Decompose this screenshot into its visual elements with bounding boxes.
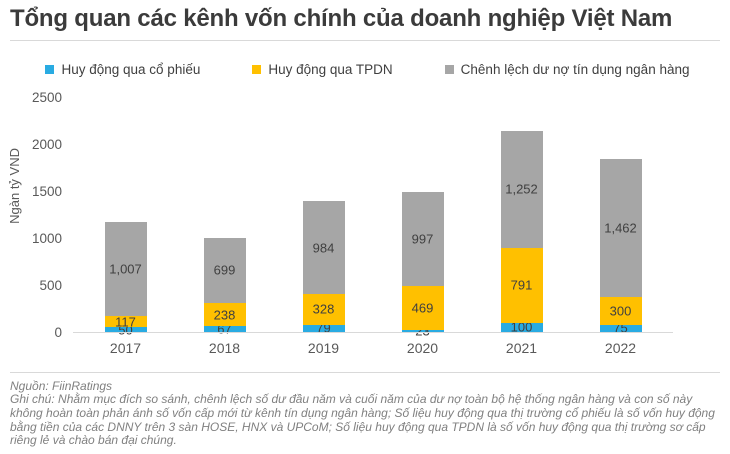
bar-segment-label: 238 [213, 307, 236, 323]
stacked-bar: 67 238 699 [203, 237, 246, 335]
bar-segment: 469 [401, 285, 444, 330]
y-tick-label: 2500 [31, 89, 62, 105]
y-axis: 0 500 1000 1500 2000 2500 [0, 90, 62, 338]
stacked-bar: 50 117 1,007 [104, 221, 147, 336]
bar-segment: 100 [500, 319, 543, 335]
stacked-bar: 75 300 1,462 [599, 159, 642, 336]
bar-segment: 1,252 [500, 130, 543, 249]
bar-column: 75 300 1,462 [571, 97, 670, 336]
legend-item: Huy động qua cổ phiếu [45, 62, 200, 77]
bar-segment-label: 699 [213, 262, 236, 278]
legend-label: Huy động qua cổ phiếu [61, 62, 201, 77]
x-tick-label: 2018 [208, 340, 241, 356]
bar-segment-label: 1,252 [505, 181, 538, 197]
stacked-bar: 79 328 984 [302, 201, 345, 336]
page-title: Tổng quan các kênh vốn chính của doanh n… [10, 5, 673, 32]
bar-segment-label: 997 [411, 231, 434, 247]
legend-label: Chênh lệch dư nợ tín dụng ngân hàng [460, 62, 690, 77]
bar-segment-label: 300 [609, 303, 632, 319]
bar-segment: 699 [203, 237, 246, 304]
bar-segment: 328 [302, 293, 345, 325]
legend-item: Huy động qua TPDN [252, 62, 393, 77]
bar-column: 67 238 699 [175, 97, 274, 335]
legend-marker-icon [252, 65, 262, 74]
bar-segment-label: 75 [613, 320, 628, 336]
note-text: Ghi chú: Nhằm mục đích so sánh, chênh lệ… [10, 392, 715, 448]
x-tick-label: 2022 [604, 340, 637, 356]
y-tick-label: 500 [39, 277, 62, 293]
title-divider [10, 40, 720, 41]
x-tick-label: 2017 [109, 340, 142, 356]
bar-segment: 238 [203, 303, 246, 326]
bar-column: 23 469 997 [373, 97, 472, 337]
legend-item: Chênh lệch dư nợ tín dụng ngân hàng [444, 62, 690, 77]
y-tick-label: 1500 [31, 183, 62, 199]
bar-segment-label: 469 [411, 300, 434, 316]
stacked-bar: 100 791 1,252 [500, 130, 543, 335]
x-tick-label: 2020 [406, 340, 439, 356]
legend: Huy động qua cổ phiếu Huy động qua TPDN Ch… [15, 62, 720, 77]
legend-marker-icon [45, 65, 55, 74]
bar-column: 50 117 1,007 [76, 97, 175, 336]
legend-label: Huy động qua TPDN [268, 62, 393, 77]
bar-segment: 300 [599, 296, 642, 325]
plot-columns: 50 117 1,007 67 238 699 79 328 984 23 469 997 100 791… [76, 97, 670, 337]
bar-column: 79 328 984 [274, 97, 373, 336]
bar-column: 100 791 1,252 [472, 97, 571, 335]
y-tick-label: 2000 [31, 136, 62, 152]
x-axis: 2017 2018 2019 2020 2021 2022 [76, 340, 670, 356]
bar-segment: 1,007 [104, 221, 147, 317]
bar-segment-label: 1,462 [604, 220, 637, 236]
x-tick-label: 2019 [307, 340, 340, 356]
bar-segment: 75 [599, 320, 642, 336]
bar-segment-label: 328 [312, 301, 335, 317]
source-text: Nguồn: FiinRatings [10, 379, 113, 393]
x-axis-line [73, 332, 673, 333]
stacked-bar: 23 469 997 [401, 192, 444, 337]
bar-segment-label: 100 [510, 319, 533, 335]
bar-segment-label: 117 [115, 314, 136, 330]
bar-segment: 997 [401, 192, 444, 286]
y-tick-label: 1000 [31, 230, 62, 246]
bar-segment-label: 79 [316, 320, 331, 336]
bar-segment: 1,462 [599, 159, 642, 297]
bar-segment-label: 791 [510, 277, 533, 293]
legend-marker-icon [444, 65, 454, 74]
footer-divider [10, 372, 720, 373]
x-tick-label: 2021 [505, 340, 538, 356]
bar-segment: 117 [104, 314, 147, 330]
bar-segment: 984 [302, 201, 345, 294]
bar-segment-label: 984 [312, 240, 335, 255]
bar-segment-label: 1,007 [109, 261, 142, 277]
bar-segment: 791 [500, 248, 543, 323]
y-tick-label: 0 [54, 324, 62, 340]
bar-segment: 79 [302, 320, 345, 336]
